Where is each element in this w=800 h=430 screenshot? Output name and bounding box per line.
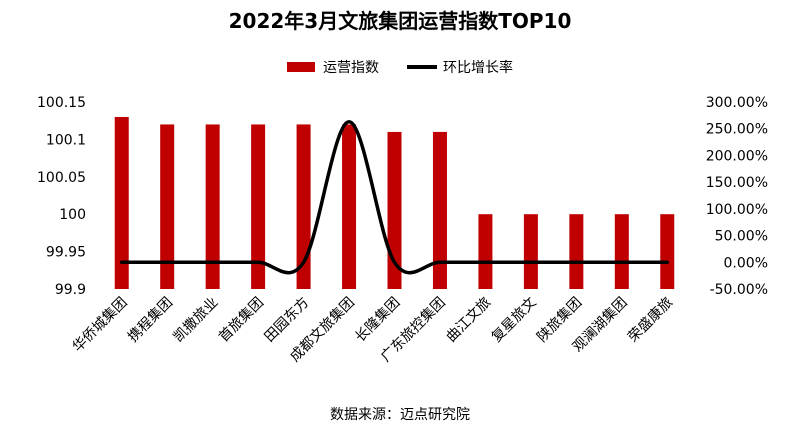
right-tick-label: 300.00% [706, 95, 768, 111]
right-tick-label: -50.00% [710, 282, 768, 298]
category-label: 荣盛康旅 [624, 294, 676, 346]
legend: 运营指数 环比增长率 [287, 59, 513, 76]
bar-series [114, 116, 675, 290]
bar [523, 214, 538, 289]
left-tick-label: 100.05 [37, 170, 86, 186]
right-tick-label: 200.00% [706, 148, 768, 164]
bar [569, 214, 584, 289]
left-tick-label: 100.15 [37, 95, 86, 111]
chart-title: 2022年3月文旅集团运营指数TOP10 [229, 9, 572, 33]
right-tick-label: 50.00% [715, 229, 768, 245]
bar [478, 214, 493, 289]
category-label: 携程集团 [124, 294, 176, 346]
left-tick-label: 99.95 [46, 245, 86, 261]
category-label: 首旅集团 [215, 294, 267, 346]
category-label: 曲江文旅 [443, 295, 494, 346]
bar [296, 124, 311, 289]
bar [114, 116, 129, 290]
category-label: 凯撒旅业 [171, 295, 222, 346]
bar [432, 131, 447, 289]
bar [614, 214, 629, 289]
source-note: 数据来源：迈点研究院 [330, 407, 470, 423]
bar [387, 131, 402, 289]
bar [660, 214, 675, 289]
line-series [119, 120, 670, 275]
growth-rate-line [119, 120, 670, 275]
bar [160, 124, 175, 289]
legend-line-label: 环比增长率 [443, 59, 513, 76]
right-tick-label: 250.00% [706, 122, 768, 138]
bar [342, 124, 357, 289]
bar [205, 124, 220, 289]
right-tick-label: 0.00% [724, 255, 768, 271]
category-label: 华侨城集团 [69, 294, 131, 356]
category-axis: 华侨城集团携程集团凯撒旅业首旅集团田园东方成都文旅集团长隆集团广东旅控集团曲江文… [69, 294, 676, 365]
left-tick-label: 99.9 [55, 282, 86, 298]
left-axis: 99.9 99.95 100 100.05 100.1 100.15 [37, 95, 86, 298]
category-label: 复星旅文 [488, 294, 540, 346]
left-tick-label: 100.1 [46, 132, 86, 148]
right-tick-label: 100.00% [706, 202, 768, 218]
legend-bar-label: 运营指数 [323, 60, 379, 76]
left-tick-label: 100 [59, 207, 86, 223]
bar [251, 124, 266, 289]
right-tick-label: 150.00% [706, 175, 768, 191]
legend-bar-swatch [287, 62, 315, 72]
right-axis: -50.00% 0.00% 50.00% 100.00% 150.00% 200.00% 2… [706, 95, 768, 298]
